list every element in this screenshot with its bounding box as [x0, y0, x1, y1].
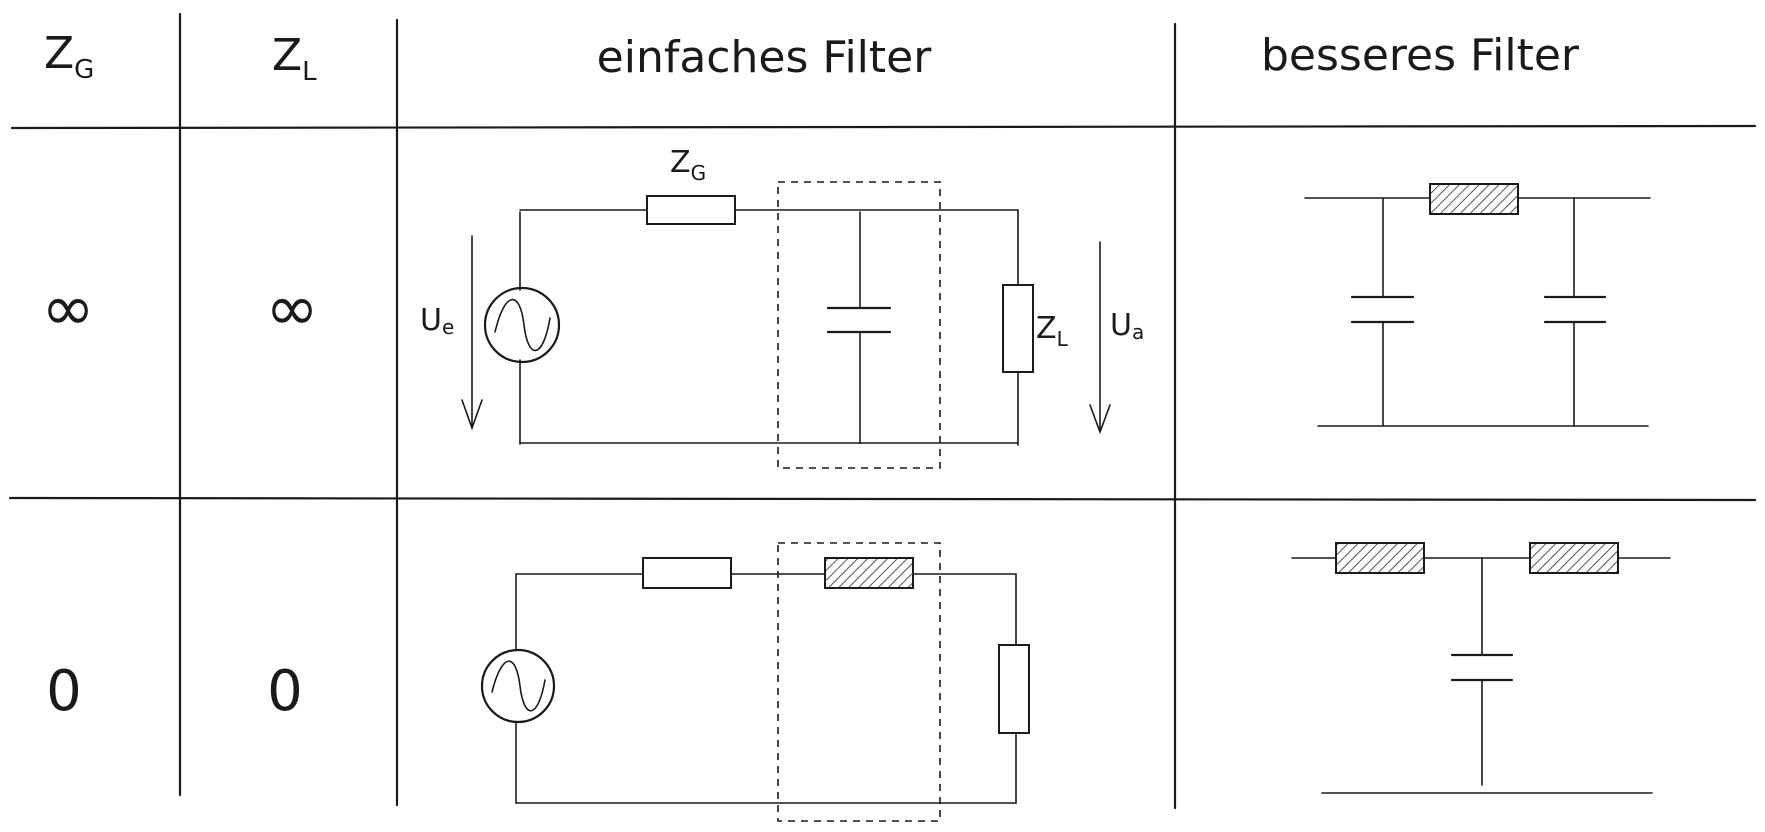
row-divider-line: [8, 496, 1757, 502]
arrow-head-icon: [1089, 404, 1111, 435]
ac-source-icon: [480, 648, 556, 724]
resistor-zg: [646, 195, 736, 225]
header-simple-filter: einfaches Filter: [597, 32, 933, 83]
label-zl: ZL: [1036, 311, 1069, 351]
resistor-hatched: [824, 557, 914, 589]
sine-wave-icon: [494, 298, 551, 352]
header-better-filter: besseres Filter: [1261, 30, 1580, 81]
row2-zl-value: 0: [267, 659, 303, 724]
resistor-load: [998, 644, 1030, 734]
better-filter-circuit-2: [1291, 542, 1671, 794]
better-filter-circuit-1: [1304, 183, 1651, 427]
simple-filter-circuit-1: ZG ZL Ue Ua: [420, 145, 1144, 469]
ac-source-icon: [483, 286, 561, 364]
header-row: ZG ZL einfaches Filter besseres Filter: [44, 28, 1580, 87]
filter-box-dashed: [777, 542, 941, 822]
resistor-zl: [1002, 284, 1034, 373]
label-ue: Ue: [420, 303, 454, 339]
header-divider-line: [10, 124, 1757, 130]
row1-zl-value: ∞: [265, 272, 318, 346]
resistor-hatched: [1529, 542, 1619, 574]
arrow-head-icon: [461, 399, 483, 431]
row2-zg-value: 0: [46, 659, 82, 724]
table-grid: [8, 12, 1757, 810]
resistor-source: [642, 557, 732, 589]
label-ua: Ua: [1110, 308, 1144, 344]
resistor-hatched: [1335, 542, 1425, 574]
filter-box-dashed: [777, 181, 941, 469]
label-zg: ZG: [670, 145, 706, 185]
simple-filter-circuit-2: [480, 542, 1030, 822]
sine-wave-icon: [491, 660, 546, 712]
header-zg: ZG: [44, 28, 94, 85]
row1-zg-value: ∞: [41, 272, 94, 346]
header-zl: ZL: [272, 30, 317, 87]
resistor-hatched: [1429, 183, 1519, 215]
